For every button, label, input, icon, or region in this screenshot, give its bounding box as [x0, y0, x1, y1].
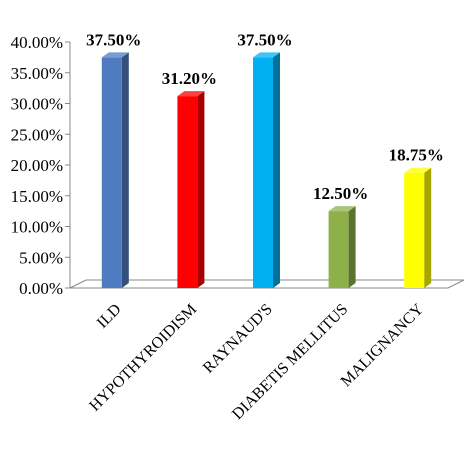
- bar: [101, 52, 129, 288]
- bar-side: [424, 167, 432, 288]
- data-label: 37.50%: [237, 30, 292, 49]
- data-labels: 37.50% 31.20% 37.50% 12.50% 18.75%: [86, 30, 444, 203]
- bar-front: [177, 96, 198, 289]
- y-tick-label: 0.00%: [19, 279, 63, 298]
- data-label: 31.20%: [162, 69, 217, 88]
- y-tick-label: 25.00%: [11, 125, 63, 144]
- bar-side: [197, 91, 205, 289]
- bar: [253, 52, 280, 288]
- data-label: 37.50%: [86, 30, 141, 49]
- bar-side: [121, 52, 129, 288]
- bar-front: [328, 211, 349, 288]
- y-axis-ticks: 0.00% 5.00% 10.00% 15.00% 20.00% 25.00% 30.00%…: [11, 33, 70, 298]
- data-label: 18.75%: [389, 146, 444, 165]
- y-tick-label: 20.00%: [11, 156, 63, 175]
- category-label: MALIGNANCY: [338, 300, 428, 390]
- bar: [328, 206, 356, 288]
- y-tick-label: 40.00%: [11, 33, 63, 52]
- bar-front: [404, 172, 425, 288]
- chart-bars: [101, 52, 432, 289]
- y-tick-label: 30.00%: [11, 95, 63, 114]
- y-tick-label: 10.00%: [11, 218, 63, 237]
- bar-top: [253, 52, 280, 58]
- bar-side: [273, 52, 280, 288]
- y-tick-label: 15.00%: [11, 187, 63, 206]
- bar-top: [101, 52, 129, 58]
- bar-side: [348, 206, 356, 288]
- bar-top: [177, 91, 205, 97]
- category-label: RAYNAUD'S: [200, 301, 276, 377]
- category-label: ILD: [94, 301, 125, 332]
- y-tick-label: 5.00%: [19, 248, 63, 267]
- bar-top: [328, 206, 356, 212]
- bar: [404, 167, 432, 288]
- data-label: 12.50%: [313, 184, 368, 203]
- bar-front: [101, 57, 122, 288]
- y-tick-label: 35.00%: [11, 64, 63, 83]
- bar-front: [253, 57, 273, 288]
- bar-top: [404, 167, 432, 173]
- bar: [177, 91, 205, 289]
